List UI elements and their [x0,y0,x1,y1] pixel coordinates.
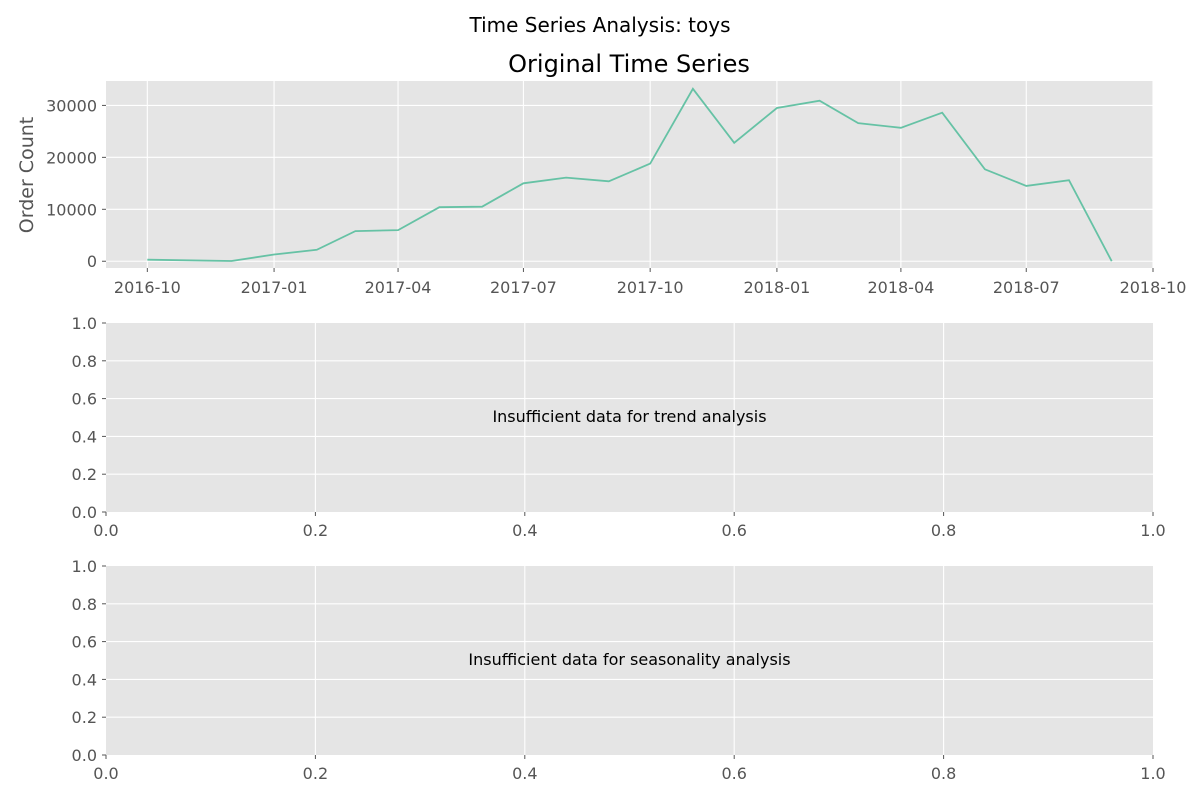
y-tick-label-original: 10000 [46,200,97,219]
grid-original [106,81,1154,268]
x-tick-label-seasonality: 0.2 [303,764,328,783]
y-tick-label-seasonality: 0.6 [72,633,97,652]
x-tick-label-trend: 0.8 [931,521,956,540]
x-tick-label-original: 2018-01 [743,278,810,297]
y-tick-label-seasonality: 0.8 [72,595,97,614]
x-tick-label-trend: 1.0 [1140,521,1165,540]
x-tick-label-original: 2018-10 [1120,278,1187,297]
grid-seasonality [106,566,1153,755]
seasonality-insufficient-message: Insufficient data for seasonality analys… [468,650,790,669]
y-tick-label-seasonality: 0.2 [72,708,97,727]
x-tick-label-trend: 0.0 [93,521,118,540]
x-tick-label-original: 2017-01 [241,278,308,297]
x-tick-label-trend: 0.6 [721,521,746,540]
x-tick-label-seasonality: 0.8 [931,764,956,783]
y-tick-label-seasonality: 1.0 [72,557,97,576]
y-axis-label-order-count: Order Count [16,117,38,233]
y-tick-label-original: 20000 [46,148,97,167]
grid-trend [106,323,1153,512]
y-tick-label-seasonality: 0.0 [72,746,97,765]
y-tick-label-trend: 0.8 [72,352,97,371]
panel-trend: 0.00.0 0.2 0.2 0.4 0.4 0.6 0.6 0.8 0.8 1.0 1.0 Ins… [72,314,1166,540]
y-tick-label-seasonality: 0.4 [72,670,97,689]
x-tick-label-seasonality: 1.0 [1140,764,1165,783]
y-tick-label-trend: 0.6 [72,390,97,409]
figure-suptitle: Time Series Analysis: toys [469,13,731,37]
y-tick-label-original: 30000 [46,96,97,115]
x-tick-label-original: 2018-07 [993,278,1060,297]
x-tick-label-original: 2018-04 [867,278,934,297]
y-tick-label-original: 0 [87,252,97,271]
ticks-trend: 0.00.0 0.2 0.2 0.4 0.4 0.6 0.6 0.8 0.8 1.0 1.0 [72,314,1166,540]
y-tick-label-trend: 0.0 [72,503,97,522]
x-tick-label-original: 2017-07 [490,278,557,297]
x-tick-label-original: 2016-10 [114,278,181,297]
trend-insufficient-message: Insufficient data for trend analysis [492,407,766,426]
ticks-original: 2016-10 2017-01 2017-04 2017-07 2017-10 2018-… [46,96,1186,297]
x-tick-label-trend: 0.4 [512,521,537,540]
panel-original-series: Original Time Series Order Count 2016-10… [16,50,1186,297]
y-tick-label-trend: 0.4 [72,427,97,446]
x-tick-label-seasonality: 0.4 [512,764,537,783]
x-tick-label-seasonality: 0.0 [93,764,118,783]
panel-title-original: Original Time Series [508,50,750,78]
y-tick-label-trend: 1.0 [72,314,97,333]
plot-area-trend [106,323,1153,512]
ticks-seasonality: 0.00.0 0.2 0.2 0.4 0.4 0.6 0.6 0.8 0.8 1.0 1.0 [72,557,1166,783]
x-tick-label-trend: 0.2 [303,521,328,540]
y-tick-label-trend: 0.2 [72,465,97,484]
panel-seasonality: 0.00.0 0.2 0.2 0.4 0.4 0.6 0.6 0.8 0.8 1.0 1.0 Ins… [72,557,1166,783]
x-tick-label-original: 2017-04 [365,278,432,297]
plot-area-original [106,81,1153,268]
x-tick-label-seasonality: 0.6 [721,764,746,783]
plot-area-seasonality [106,566,1153,755]
series-line-order-count [147,87,1113,262]
x-tick-label-original: 2017-10 [617,278,684,297]
